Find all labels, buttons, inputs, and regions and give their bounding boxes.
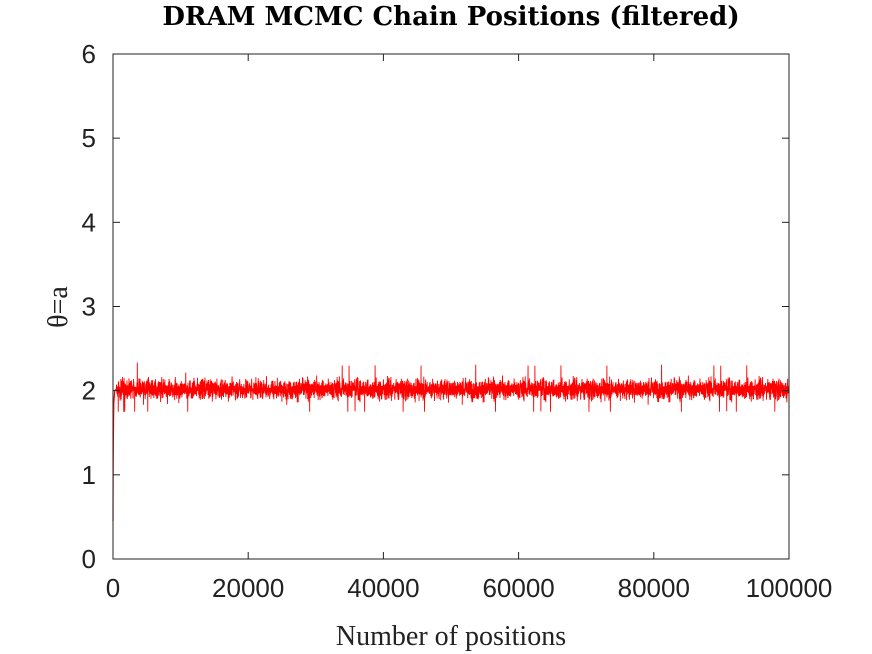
x-tick-label: 0: [106, 573, 120, 603]
series-burn-in-line: [112, 388, 117, 522]
plot-frame: [112, 53, 790, 560]
plot-area: [112, 53, 790, 560]
y-tick-labels: 0 1 2 3 4 5 6: [82, 39, 96, 574]
x-tick-label: 40000: [347, 573, 419, 603]
y-tick-label: 2: [82, 376, 96, 406]
y-tick-label: 3: [82, 292, 96, 322]
y-axis-label: θ=a: [43, 286, 74, 328]
ticks-layer: [112, 53, 790, 560]
y-tick-label: 1: [82, 460, 96, 490]
y-tick-label: 4: [82, 207, 96, 237]
x-tick-label: 80000: [618, 573, 690, 603]
x-tick-label: 100000: [746, 573, 833, 603]
chart-title: DRAM MCMC Chain Positions (filtered): [162, 2, 739, 32]
series-stationary-line: [115, 362, 790, 412]
x-tick-label: 20000: [212, 573, 284, 603]
y-tick-label: 0: [82, 544, 96, 574]
y-tick-label: 6: [82, 39, 96, 69]
y-tick-label: 5: [82, 123, 96, 153]
x-axis-label: Number of positions: [336, 621, 566, 652]
x-tick-labels: 0 20000 40000 60000 80000 100000: [106, 573, 833, 603]
series-layer: [112, 362, 790, 522]
x-tick-label: 60000: [482, 573, 554, 603]
